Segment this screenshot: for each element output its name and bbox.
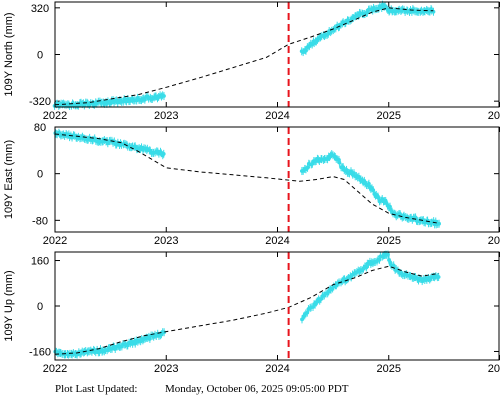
y-axis-label: 109Y East (mm): [3, 140, 15, 219]
y-tick-label-minus-320: -320: [29, 96, 51, 108]
panel-109y-north-mm: 2022 2023 2024 2025 2026 -320 0 320 109Y North (…: [3, 0, 500, 122]
x-tick-label-2023: 2023: [154, 363, 178, 375]
model-trend-line: [54, 133, 439, 224]
y-tick-label-160: 160: [31, 256, 49, 268]
footer: Plot Last Updated: Monday, October 06, 2…: [0, 383, 500, 399]
data-point: [162, 330, 167, 335]
x-tick-label-2026: 2026: [488, 110, 500, 122]
data-point: [300, 317, 304, 322]
x-tick-label-2025: 2025: [377, 363, 401, 375]
x-tick-label-2023: 2023: [154, 235, 178, 247]
y-tick-label-minus-160: -160: [29, 346, 51, 358]
x-tick-label-2026: 2026: [488, 235, 500, 247]
gnss-time-series-chart: 2022 2023 2024 2025 2026 -320 0 320 109Y North (…: [3, 0, 500, 375]
footer-timestamp: Monday, October 06, 2025 09:05:00 PDT: [165, 383, 349, 395]
y-tick-label-320: 320: [31, 3, 49, 15]
y-axis-label: 109Y North (mm): [3, 12, 15, 96]
data-point: [162, 94, 166, 98]
x-tick-label-2025: 2025: [377, 235, 401, 247]
data-point: [437, 221, 441, 226]
x-tick-label-2025: 2025: [377, 110, 401, 122]
x-tick-label-2026: 2026: [488, 363, 500, 375]
x-tick-label-2022: 2022: [43, 235, 67, 247]
observation-series: [53, 128, 441, 229]
data-point: [388, 204, 392, 209]
plot-frame-border: [54, 126, 500, 233]
x-tick-label-2024: 2024: [265, 363, 289, 375]
x-tick-label-2022: 2022: [43, 110, 67, 122]
y-axis-label: 109Y Up (mm): [3, 270, 15, 341]
data-point: [133, 144, 138, 149]
y-tick-label-0: 0: [37, 50, 43, 62]
x-tick-label-2023: 2023: [154, 110, 178, 122]
model-trend-line: [54, 265, 439, 355]
panel-109y-up-mm: 2022 2023 2024 2025 2026 -160 0 160 109Y Up (mm): [3, 250, 500, 375]
plot-frame: [54, 1, 500, 108]
x-tick-label-2024: 2024: [265, 110, 289, 122]
data-point: [386, 252, 390, 257]
data-point: [391, 263, 396, 268]
observation-series: [52, 0, 436, 111]
panel-109y-east-mm: 2022 2023 2024 2025 2026 -80 0 80 109Y East (mm): [3, 122, 500, 247]
plot-frame-border: [54, 251, 500, 361]
x-tick-label-2022: 2022: [43, 363, 67, 375]
y-tick-label-0: 0: [37, 301, 43, 313]
model-trend-line: [54, 7, 434, 106]
y-tick-label-minus-80: -80: [32, 215, 48, 227]
data-point: [436, 275, 441, 279]
x-tick-label-2024: 2024: [265, 235, 289, 247]
footer-label: Plot Last Updated:: [55, 383, 138, 395]
data-point: [337, 160, 342, 165]
y-tick-label-80: 80: [34, 122, 46, 134]
data-point: [161, 151, 166, 156]
plot-frame-border: [54, 1, 500, 108]
y-tick-label-0: 0: [37, 169, 43, 181]
